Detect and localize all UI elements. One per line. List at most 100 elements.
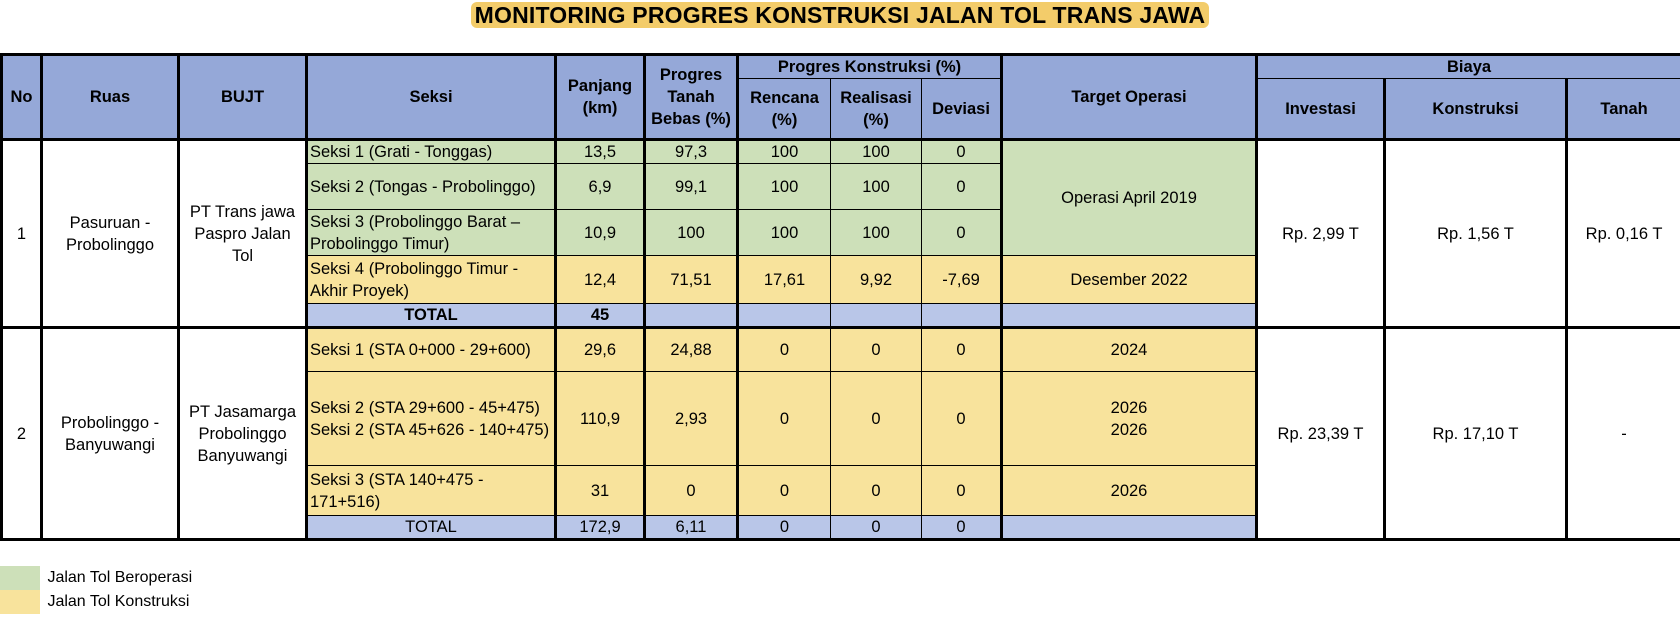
total-rencana <box>737 303 831 329</box>
deviasi-cell: 0 <box>920 139 1004 164</box>
table-row: Seksi 3 (STA 140+475 - 171+516) 31 0 0 0… <box>2 465 1680 516</box>
total-deviasi: 0 <box>920 515 1004 541</box>
rencana-cell: 100 <box>737 139 831 164</box>
total-tanah-bebas <box>644 303 739 329</box>
konstruksi-cost-cell: Rp. 17,10 T <box>1384 327 1569 541</box>
header-biaya: Biaya <box>1256 53 1680 79</box>
deviasi-cell: 0 <box>920 209 1004 256</box>
total-deviasi <box>920 303 1004 329</box>
legend-swatch-operating <box>0 566 40 590</box>
tanah-bebas-cell: 71,51 <box>644 255 739 304</box>
total-label: TOTAL <box>306 303 557 329</box>
realisasi-cell: 9,92 <box>830 255 922 304</box>
ruas-cell: Probolinggo - Banyuwangi <box>41 327 180 541</box>
total-tanah-bebas: 6,11 <box>644 515 739 541</box>
header-deviasi: Deviasi <box>920 78 1004 141</box>
ruas-cell: Pasuruan - Probolinggo <box>41 139 180 329</box>
tanah-cost-cell: Rp. 0,16 T <box>1566 139 1680 329</box>
tanah-bebas-cell: 97,3 <box>644 139 739 164</box>
seksi-cell: Seksi 2 (Tongas - Probolinggo) <box>306 163 557 210</box>
seksi-line: Seksi 2 (STA 45+626 - 140+475) <box>310 420 550 439</box>
tanah-cost-cell: - <box>1566 327 1680 541</box>
total-target-operasi <box>1001 303 1259 329</box>
rencana-cell: 0 <box>737 327 831 372</box>
realisasi-cell: 100 <box>830 163 922 210</box>
table-row: Seksi 2 (Tongas - Probolinggo) 6,9 99,1 … <box>2 163 1680 210</box>
panjang-cell: 110,9 <box>555 371 646 466</box>
total-panjang: 172,9 <box>555 515 646 541</box>
target-operasi-cell: 2024 <box>1001 327 1259 372</box>
seksi-cell: Seksi 4 (Probolinggo Timur - Akhir Proye… <box>306 255 557 304</box>
header-konstruksi: Konstruksi <box>1384 78 1569 141</box>
deviasi-cell: 0 <box>920 371 1004 466</box>
header-seksi: Seksi <box>306 53 557 141</box>
rencana-cell: 0 <box>737 465 831 516</box>
panjang-cell: 10,9 <box>555 209 646 256</box>
total-realisasi <box>830 303 922 329</box>
seksi-cell: Seksi 2 (STA 29+600 - 45+475) Seksi 2 (S… <box>306 371 557 466</box>
deviasi-cell: 0 <box>920 465 1004 516</box>
table-row: Seksi 2 (STA 29+600 - 45+475) Seksi 2 (S… <box>2 371 1680 466</box>
rencana-cell: 17,61 <box>737 255 831 304</box>
header-progres-konstruksi: Progres Konstruksi (%) <box>736 53 1004 79</box>
row-number: 2 <box>0 327 43 541</box>
title-container: MONITORING PROGRES KONSTRUKSI JALAN TOL … <box>0 2 1680 28</box>
monitoring-table: No Ruas BUJT Seksi Panjang (km) Progres … <box>0 53 1680 541</box>
panjang-cell: 29,6 <box>555 327 646 372</box>
total-label: TOTAL <box>306 515 557 541</box>
target-operasi-cell: Desember 2022 <box>1001 255 1259 304</box>
table-row: 2 Probolinggo - Banyuwangi PT Jasamarga … <box>0 327 1680 541</box>
tanah-bebas-cell: 24,88 <box>644 327 739 372</box>
deviasi-cell: 0 <box>920 163 1004 210</box>
tanah-bebas-cell: 100 <box>644 209 739 256</box>
seksi-line: Seksi 2 (STA 29+600 - 45+475) <box>310 398 540 417</box>
deviasi-cell: -7,69 <box>920 255 1004 304</box>
header-panjang: Panjang (km) <box>555 53 646 141</box>
konstruksi-cost-cell: Rp. 1,56 T <box>1384 139 1569 329</box>
tanah-bebas-cell: 99,1 <box>644 163 739 210</box>
header-no: No <box>0 53 43 141</box>
header-ruas: Ruas <box>41 53 180 141</box>
header-realisasi: Realisasi (%) <box>830 78 922 141</box>
deviasi-cell: 0 <box>920 327 1004 372</box>
header-target-operasi: Target Operasi <box>1001 53 1259 141</box>
rencana-cell: 100 <box>737 163 831 210</box>
total-row: TOTAL 45 <box>2 303 1680 329</box>
bujt-cell: PT Trans jawa Paspro Jalan Tol <box>178 139 308 329</box>
target-operasi-cell: Operasi April 2019 <box>1001 139 1259 256</box>
panjang-cell: 13,5 <box>555 139 646 164</box>
legend-label-construction: Jalan Tol Konstruksi <box>47 593 190 610</box>
total-rencana: 0 <box>737 515 831 541</box>
total-realisasi: 0 <box>830 515 922 541</box>
legend-construction: Jalan Tol Konstruksi <box>0 590 189 614</box>
header-progres-tanah: Progres Tanah Bebas (%) <box>644 53 739 141</box>
seksi-cell: Seksi 1 (STA 0+000 - 29+600) <box>306 327 557 372</box>
legend-swatch-construction <box>0 590 40 614</box>
legend-label-operating: Jalan Tol Beroperasi <box>47 569 193 586</box>
total-target-operasi <box>1001 515 1259 541</box>
target-line: 2026 <box>1110 398 1148 417</box>
bujt-cell: PT Jasamarga Probolinggo Banyuwangi <box>178 327 308 541</box>
seksi-cell: Seksi 3 (STA 140+475 - 171+516) <box>306 465 557 516</box>
rencana-cell: 0 <box>737 371 831 466</box>
target-line: 2026 <box>1110 420 1148 439</box>
panjang-cell: 12,4 <box>555 255 646 304</box>
target-operasi-cell: 2026 2026 <box>1001 371 1259 466</box>
tanah-bebas-cell: 2,93 <box>644 371 739 466</box>
realisasi-cell: 0 <box>830 371 922 466</box>
total-row: TOTAL 172,9 6,11 0 0 0 <box>2 515 1680 541</box>
realisasi-cell: 100 <box>830 209 922 256</box>
header-tanah: Tanah <box>1566 78 1680 141</box>
table-row: 1 Pasuruan - Probolinggo PT Trans jawa P… <box>0 139 1680 329</box>
seksi-cell: Seksi 3 (Probolinggo Barat – Probolinggo… <box>306 209 557 256</box>
realisasi-cell: 100 <box>830 139 922 164</box>
investasi-cell: Rp. 2,99 T <box>1256 139 1387 329</box>
panjang-cell: 6,9 <box>555 163 646 210</box>
realisasi-cell: 0 <box>830 327 922 372</box>
rencana-cell: 100 <box>737 209 831 256</box>
row-number: 1 <box>0 139 43 329</box>
page-title: MONITORING PROGRES KONSTRUKSI JALAN TOL … <box>470 2 1210 28</box>
legend-operating: Jalan Tol Beroperasi <box>0 566 192 590</box>
header-bujt: BUJT <box>178 53 308 141</box>
header-investasi: Investasi <box>1256 78 1387 141</box>
